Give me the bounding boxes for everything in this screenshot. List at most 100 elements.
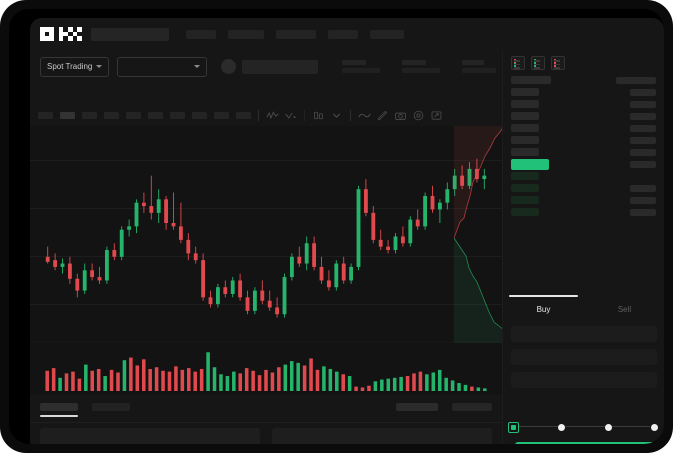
stat-label (402, 60, 427, 65)
tf-30m[interactable] (104, 111, 119, 119)
compare-icon[interactable] (312, 109, 325, 122)
order-total-field[interactable] (511, 372, 657, 388)
indicators-icon[interactable] (266, 109, 279, 122)
tf-4h[interactable] (148, 111, 163, 119)
order-book-ask-row[interactable] (511, 88, 656, 96)
order-book-ask-row[interactable] (511, 124, 656, 132)
chevron-down-icon (194, 65, 201, 68)
order-size (630, 160, 656, 168)
ticker-block[interactable] (221, 59, 319, 74)
app-screen: Spot Trading (30, 18, 664, 444)
order-price (511, 136, 539, 144)
timeframe-group (38, 111, 251, 119)
tab-buy[interactable]: Buy (503, 295, 584, 323)
logo-pixel (72, 31, 78, 37)
chevron-down-icon[interactable] (330, 109, 343, 122)
order-price (511, 88, 539, 96)
line-chart-icon[interactable] (358, 109, 371, 122)
stat-high (402, 60, 441, 73)
stat-24h-volume (462, 60, 497, 73)
order-size (630, 196, 656, 204)
stat-value (402, 68, 441, 73)
tab-open-orders[interactable] (40, 399, 78, 417)
nav-item-3[interactable] (276, 29, 316, 39)
order-amount-field[interactable] (511, 349, 657, 365)
price-chart[interactable] (30, 126, 502, 341)
tab-order-history[interactable] (92, 399, 130, 411)
step-3[interactable] (604, 423, 612, 431)
step-4[interactable] (650, 423, 658, 431)
logo-pixel (49, 36, 54, 41)
order-book-bid-row[interactable] (511, 184, 656, 192)
fullscreen-icon[interactable] (430, 109, 443, 122)
order-form (503, 326, 664, 395)
bottom-action-1[interactable] (396, 399, 438, 411)
tf-1w[interactable] (192, 111, 207, 119)
order-price-field[interactable] (511, 326, 657, 342)
tab-sell[interactable]: Sell (617, 304, 632, 314)
tab-label (40, 403, 78, 411)
volume-series (45, 352, 487, 391)
action-label (396, 403, 438, 411)
stepper-track (516, 426, 650, 427)
pair-selector[interactable] (117, 56, 208, 77)
primary-cta-button[interactable] (515, 442, 664, 444)
camera-icon[interactable] (394, 109, 407, 122)
order-book-ask-row[interactable] (511, 100, 656, 108)
orderbook-view-toggles (503, 50, 664, 74)
order-book-bid-row[interactable] (511, 196, 656, 204)
last-price (242, 59, 319, 74)
order-price (511, 76, 551, 84)
bottom-action-2[interactable] (452, 399, 492, 411)
top-header (30, 18, 664, 50)
logo-pixel (49, 31, 54, 37)
chart-type-icon[interactable] (284, 109, 297, 122)
tf-15m[interactable] (82, 111, 97, 119)
order-size (630, 124, 656, 132)
nav-item-5[interactable] (370, 29, 404, 39)
tf-1m[interactable] (38, 111, 53, 119)
tf-1mo[interactable] (214, 111, 229, 119)
market-mode-selector[interactable]: Spot Trading (40, 56, 110, 77)
tf-1h[interactable] (126, 111, 141, 119)
toolbar-divider (258, 109, 259, 121)
logo-pixel (77, 36, 82, 41)
pencil-icon[interactable] (376, 109, 389, 122)
logo-pixel (49, 27, 54, 32)
nav-item-2[interactable] (228, 29, 264, 39)
tf-more[interactable] (236, 111, 251, 119)
toolbar-divider (304, 109, 305, 121)
order-book-ask-row[interactable] (511, 112, 656, 120)
order-book-last-price[interactable] (511, 158, 656, 170)
step-1[interactable] (508, 421, 519, 433)
tf-5m[interactable] (60, 111, 75, 119)
orderbook-asks-icon[interactable] (551, 56, 565, 70)
order-book-header[interactable] (511, 76, 656, 84)
orderbook-both-icon[interactable] (511, 56, 525, 70)
logo-pixel (58, 31, 64, 37)
candlestick-series (45, 158, 487, 318)
orderbook-bids-icon[interactable] (531, 56, 545, 70)
step-2[interactable] (558, 423, 566, 431)
order-price (511, 124, 539, 132)
order-book-panel: Buy Sell (502, 50, 664, 444)
bottom-card-left[interactable] (40, 428, 260, 444)
okx-logo[interactable] (40, 27, 82, 41)
nav-item-4[interactable] (328, 29, 358, 39)
stat-change (342, 60, 381, 73)
tf-1d[interactable] (170, 111, 185, 119)
order-book-ask-row[interactable] (511, 148, 656, 156)
order-book-rows[interactable] (503, 74, 664, 264)
order-book-ask-row[interactable] (511, 136, 656, 144)
order-book-bid-row[interactable] (511, 172, 656, 180)
search-input[interactable] (91, 27, 169, 41)
order-book-bid-row[interactable] (511, 208, 656, 216)
nav-item-1[interactable] (186, 29, 216, 39)
order-price (511, 208, 539, 216)
order-size (616, 76, 656, 84)
order-size (630, 148, 656, 156)
settings-icon[interactable] (412, 109, 425, 122)
volume-chart[interactable] (30, 343, 502, 395)
order-size (630, 88, 656, 96)
bottom-card-right[interactable] (272, 428, 492, 444)
